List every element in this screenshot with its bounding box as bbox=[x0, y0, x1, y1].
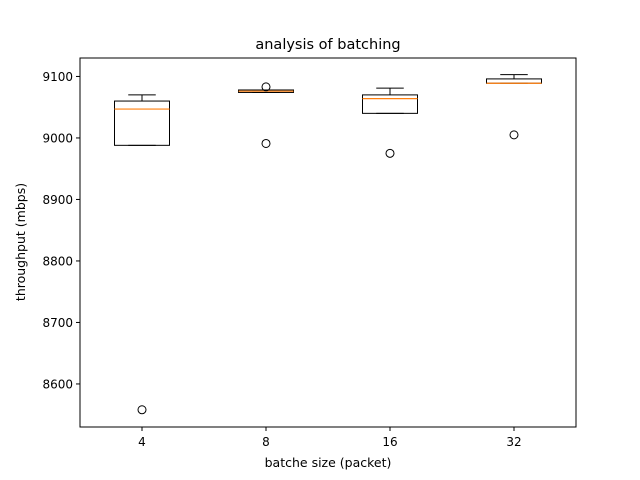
outlier-point bbox=[509, 130, 519, 140]
y-axis: 8600 8700 8800 8900 9000 9100 bbox=[42, 70, 80, 391]
box-iqr bbox=[362, 94, 418, 114]
x-tick-label: 16 bbox=[382, 435, 397, 449]
axes-frame bbox=[79, 57, 577, 428]
x-tick-label: 32 bbox=[506, 435, 521, 449]
outlier-point bbox=[261, 82, 271, 92]
plot-area bbox=[114, 74, 542, 415]
y-tick-label: 8700 bbox=[42, 316, 73, 330]
x-tick-label: 4 bbox=[138, 435, 146, 449]
box-group-32 bbox=[486, 74, 542, 140]
box-group-8 bbox=[238, 82, 294, 148]
box-iqr bbox=[114, 100, 170, 146]
y-tick-label: 9100 bbox=[42, 70, 73, 84]
y-tick-label: 9000 bbox=[42, 131, 73, 145]
outlier-point bbox=[385, 148, 395, 158]
outlier-point bbox=[261, 138, 271, 148]
outlier-point bbox=[137, 405, 147, 415]
y-tick-label: 8900 bbox=[42, 193, 73, 207]
x-axis: 4 8 16 32 bbox=[138, 427, 522, 449]
box-group-16 bbox=[362, 87, 418, 158]
x-tick-label: 8 bbox=[262, 435, 270, 449]
x-axis-label: batche size (packet) bbox=[265, 455, 392, 470]
y-tick-label: 8800 bbox=[42, 254, 73, 268]
chart-title: analysis of batching bbox=[255, 37, 400, 53]
y-tick-label: 8600 bbox=[42, 377, 73, 391]
y-axis-label: throughput (mbps) bbox=[13, 183, 28, 301]
box-group-4 bbox=[114, 94, 170, 415]
